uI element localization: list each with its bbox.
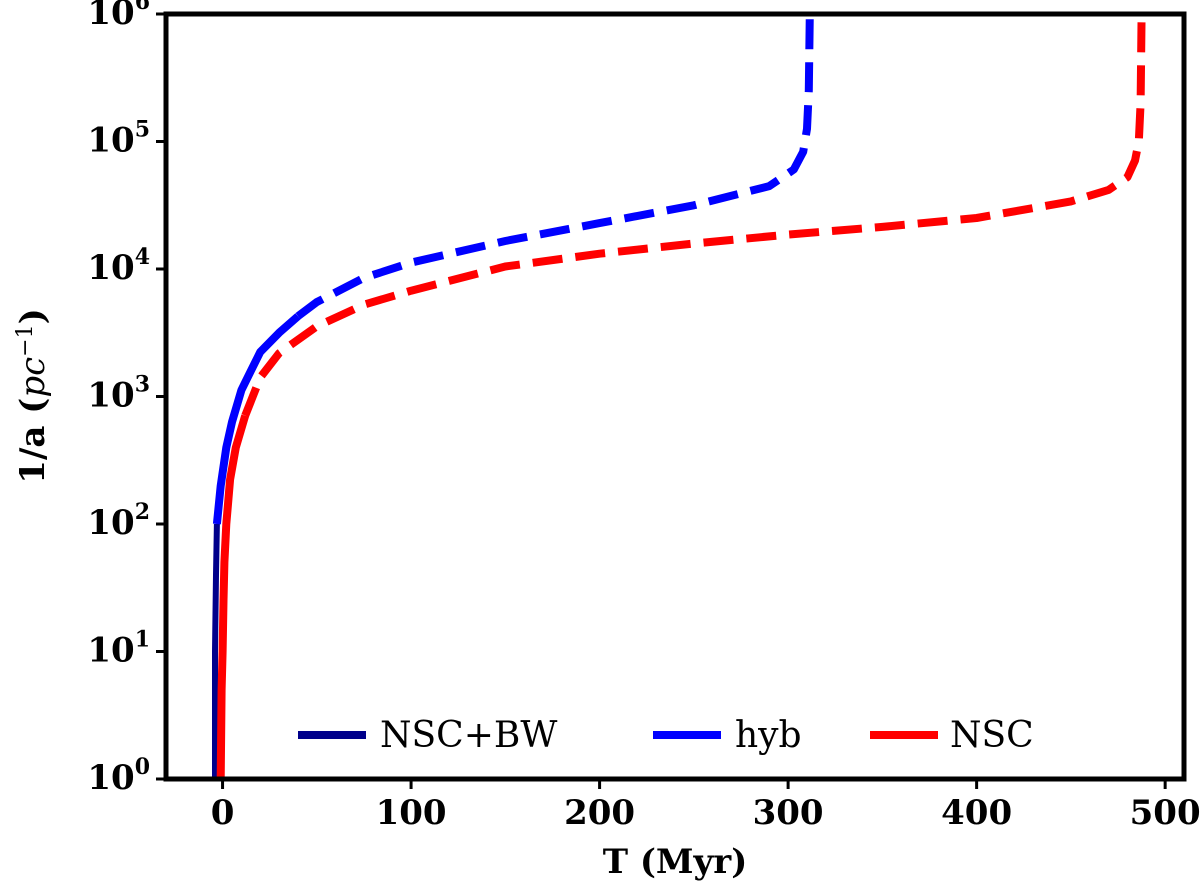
y-tick-label: 103 (87, 372, 150, 416)
nsc-line (241, 14, 1146, 418)
ticks-layer: 0 100 200 300 400 500 100 101 102 103 104 105 106 (87, 0, 1200, 833)
y-tick-label: 100 (87, 754, 150, 798)
legend-label-hyb: hyb (735, 715, 802, 756)
x-tick-label: 300 (753, 793, 824, 833)
plot-frame (163, 11, 1187, 782)
hyb-line-solid-part (212, 313, 301, 525)
hyb-line (295, 14, 814, 320)
y-tick-label: 104 (87, 244, 150, 288)
x-tick-label: 100 (376, 793, 447, 833)
y-axis-label: 1/a (pc−1) (13, 308, 54, 483)
y-tick-label: 101 (87, 627, 150, 671)
legend: NSC+BW hyb NSC (298, 715, 1034, 756)
x-tick-label: 200 (564, 793, 635, 833)
nsc-line-solid-part (216, 414, 250, 779)
x-tick-label: 400 (941, 793, 1012, 833)
y-tick-label: 102 (87, 499, 150, 543)
x-axis-label: T (Myr) (603, 842, 748, 882)
nsc-bw-line (212, 523, 220, 779)
legend-label-nsc: NSC (950, 715, 1034, 756)
y-tick-label: 106 (87, 0, 150, 33)
x-tick-label: 0 (211, 793, 235, 833)
legend-label-nsc-bw: NSC+BW (380, 715, 557, 756)
y-tick-label: 105 (87, 117, 150, 161)
series-layer (212, 14, 1146, 779)
x-tick-label: 500 (1130, 793, 1200, 833)
